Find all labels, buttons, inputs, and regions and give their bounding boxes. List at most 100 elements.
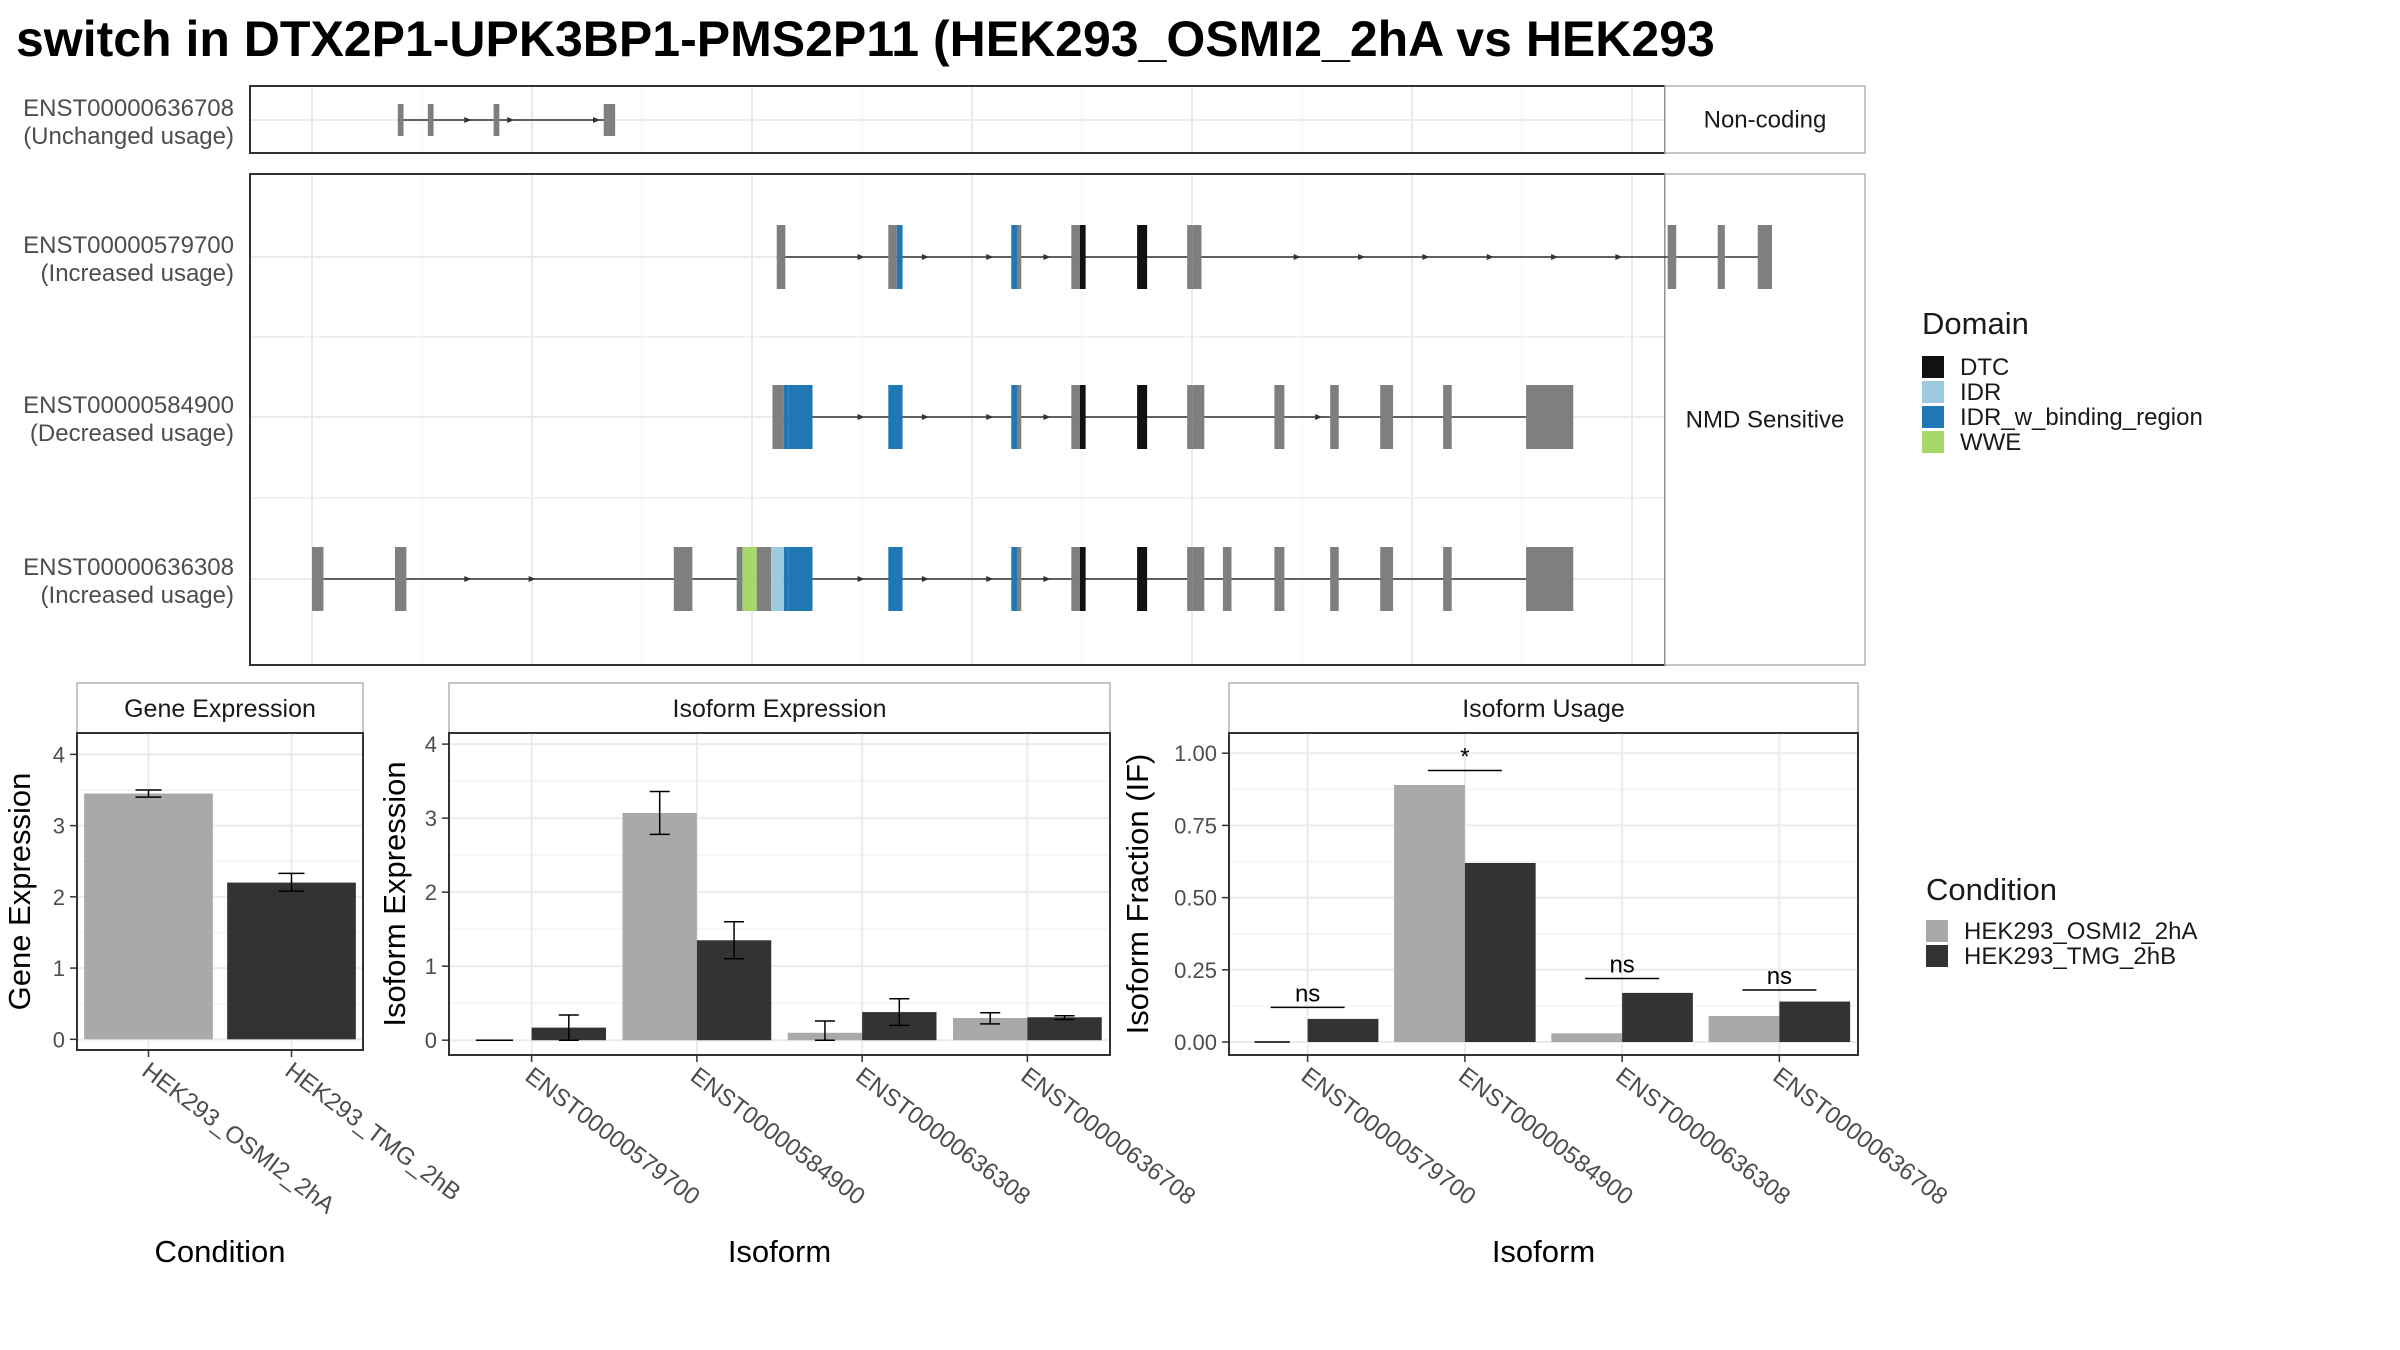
exon <box>888 225 897 289</box>
exon <box>1717 225 1725 289</box>
panel-strip <box>448 682 1111 734</box>
exon <box>772 385 784 449</box>
direction-arrow <box>593 117 600 123</box>
bar <box>1779 1001 1851 1043</box>
direction-arrow <box>1043 414 1051 420</box>
exon <box>1071 225 1080 289</box>
y-tick-label: 0.00 <box>1174 1030 1217 1055</box>
x-axis-title: Isoform <box>1492 1234 1595 1269</box>
y-tick-label: 0 <box>53 1027 65 1052</box>
domain-segment <box>896 225 903 289</box>
plot-border <box>1228 732 1859 1056</box>
plot-background <box>1229 733 1858 1055</box>
domain-segment <box>742 547 757 611</box>
panel-title: Gene Expression <box>124 695 316 723</box>
significance-label: ns <box>1767 963 1792 990</box>
direction-arrow <box>1615 254 1623 260</box>
x-axis-title: Condition <box>155 1234 286 1269</box>
significance-label: ns <box>1609 951 1634 978</box>
direction-arrow <box>1551 254 1559 260</box>
y-tick-label: 2 <box>425 880 437 905</box>
transcript-track: ENST00000636308(Increased usage) <box>23 547 1574 611</box>
y-tick-label: 0.75 <box>1174 813 1217 838</box>
exon <box>736 547 743 611</box>
direction-arrow <box>1315 414 1323 420</box>
direction-arrow <box>921 414 929 420</box>
domain-segment <box>1079 385 1086 449</box>
transcript-id-label: ENST00000636308 <box>23 554 234 581</box>
direction-arrow <box>1293 254 1301 260</box>
exon <box>1016 225 1022 289</box>
bar <box>953 1017 1028 1041</box>
exon <box>1667 225 1677 289</box>
x-tick-label: ENST00000584900 <box>685 1062 870 1210</box>
direction-arrow <box>1043 254 1051 260</box>
domain-segment <box>1011 385 1017 449</box>
bar <box>1307 1018 1379 1043</box>
exon <box>673 547 693 611</box>
legend-key <box>1926 945 1948 967</box>
legend-label: DTC <box>1960 354 2009 381</box>
panel-title: Isoform Usage <box>1462 695 1625 723</box>
domain-segment <box>1137 385 1148 449</box>
exon <box>1016 385 1022 449</box>
y-tick-label: 4 <box>425 732 437 757</box>
bar <box>84 793 213 1040</box>
legend-key <box>1922 431 1944 453</box>
exon <box>1192 385 1205 449</box>
y-tick-label: 0.25 <box>1174 958 1217 983</box>
domain-segment <box>1011 547 1017 611</box>
y-axis-title: Isoform Fraction (IF) <box>1120 754 1155 1035</box>
domain-segment <box>788 385 813 449</box>
y-tick-label: 1.00 <box>1174 741 1217 766</box>
panel-strip <box>76 682 364 734</box>
domain-segment <box>1137 225 1148 289</box>
exon <box>394 547 407 611</box>
direction-arrow <box>921 254 929 260</box>
exon <box>756 547 772 611</box>
direction-arrow <box>921 576 929 582</box>
direction-arrow <box>857 254 865 260</box>
transcript-id-label: ENST00000584900 <box>23 392 234 419</box>
exon <box>1526 547 1574 611</box>
domain-segment <box>771 547 784 611</box>
direction-arrow <box>464 117 472 123</box>
exon <box>1187 547 1193 611</box>
domain-segment <box>783 547 789 611</box>
x-axis-title: Isoform <box>728 1234 831 1269</box>
bar <box>227 882 356 1040</box>
exon <box>1380 385 1394 449</box>
exon <box>1222 547 1232 611</box>
facet-strip-label: NMD Sensitive <box>1686 407 1845 434</box>
domain-segment <box>788 547 813 611</box>
legend-key <box>1922 406 1944 428</box>
facet-strip-label: Non-coding <box>1704 107 1827 134</box>
exon <box>1192 225 1202 289</box>
direction-arrow <box>1043 576 1051 582</box>
panel-title: Isoform Expression <box>673 695 887 723</box>
exon <box>397 104 404 136</box>
direction-arrow <box>507 117 515 123</box>
exon <box>1330 547 1339 611</box>
y-tick-label: 1 <box>425 954 437 979</box>
exon <box>1187 385 1193 449</box>
x-tick-label: ENST00000636308 <box>851 1062 1036 1210</box>
direction-arrow <box>986 576 994 582</box>
bar <box>1464 862 1536 1043</box>
domain-segment <box>1137 547 1148 611</box>
exon <box>603 104 616 136</box>
y-tick-label: 0.50 <box>1174 886 1217 911</box>
legend-label: WWE <box>1960 429 2021 456</box>
panel-strip <box>1228 682 1859 734</box>
legend-key <box>1922 381 1944 403</box>
direction-arrow <box>857 576 865 582</box>
exon <box>1274 547 1285 611</box>
exon <box>1016 547 1022 611</box>
significance-label: * <box>1460 744 1469 771</box>
exon <box>1330 385 1339 449</box>
transcript-usage-label: (Unchanged usage) <box>23 123 234 150</box>
direction-arrow <box>1358 254 1366 260</box>
domain-segment <box>1079 547 1086 611</box>
x-tick-label: ENST00000579700 <box>520 1062 705 1210</box>
